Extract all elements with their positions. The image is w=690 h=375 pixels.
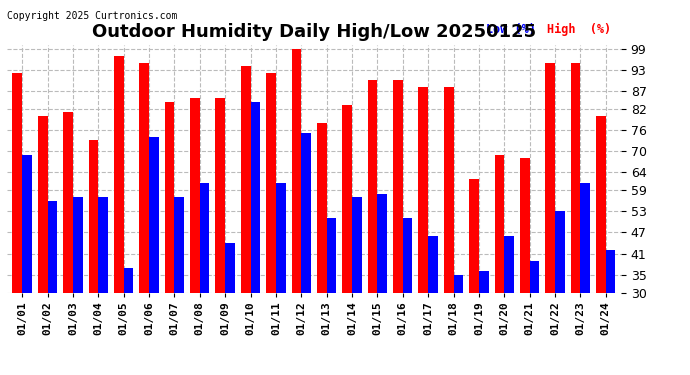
Bar [276, 183, 286, 375]
Bar [200, 183, 209, 375]
Bar [504, 236, 514, 375]
Bar [124, 268, 133, 375]
Bar [149, 137, 159, 375]
Bar [342, 105, 352, 375]
Text: High  (%): High (%) [547, 23, 611, 36]
Bar [545, 63, 555, 375]
Bar [580, 183, 590, 375]
Bar [225, 243, 235, 375]
Bar [139, 63, 149, 375]
Bar [73, 197, 83, 375]
Bar [403, 218, 413, 375]
Bar [292, 48, 302, 375]
Bar [453, 275, 463, 375]
Bar [479, 271, 489, 375]
Bar [175, 197, 184, 375]
Title: Outdoor Humidity Daily High/Low 20250125: Outdoor Humidity Daily High/Low 20250125 [92, 22, 536, 40]
Bar [393, 80, 403, 375]
Bar [326, 218, 336, 375]
Bar [250, 102, 260, 375]
Bar [555, 211, 564, 375]
Bar [571, 63, 580, 375]
Bar [215, 98, 225, 375]
Bar [302, 134, 311, 375]
Bar [12, 73, 22, 375]
Bar [419, 87, 428, 375]
Bar [88, 141, 98, 375]
Bar [63, 112, 73, 375]
Bar [38, 116, 48, 375]
Bar [495, 154, 504, 375]
Bar [368, 80, 377, 375]
Bar [190, 98, 200, 375]
Bar [241, 66, 250, 375]
Bar [22, 154, 32, 375]
Bar [530, 261, 540, 375]
Bar [377, 194, 387, 375]
Bar [98, 197, 108, 375]
Bar [114, 56, 124, 375]
Bar [165, 102, 175, 375]
Text: Copyright 2025 Curtronics.com: Copyright 2025 Curtronics.com [7, 11, 177, 21]
Text: Low (%): Low (%) [486, 23, 535, 36]
Bar [469, 179, 479, 375]
Bar [266, 73, 276, 375]
Bar [520, 158, 530, 375]
Bar [428, 236, 437, 375]
Bar [596, 116, 606, 375]
Bar [317, 123, 326, 375]
Bar [606, 250, 615, 375]
Bar [352, 197, 362, 375]
Bar [444, 87, 453, 375]
Bar [48, 201, 57, 375]
